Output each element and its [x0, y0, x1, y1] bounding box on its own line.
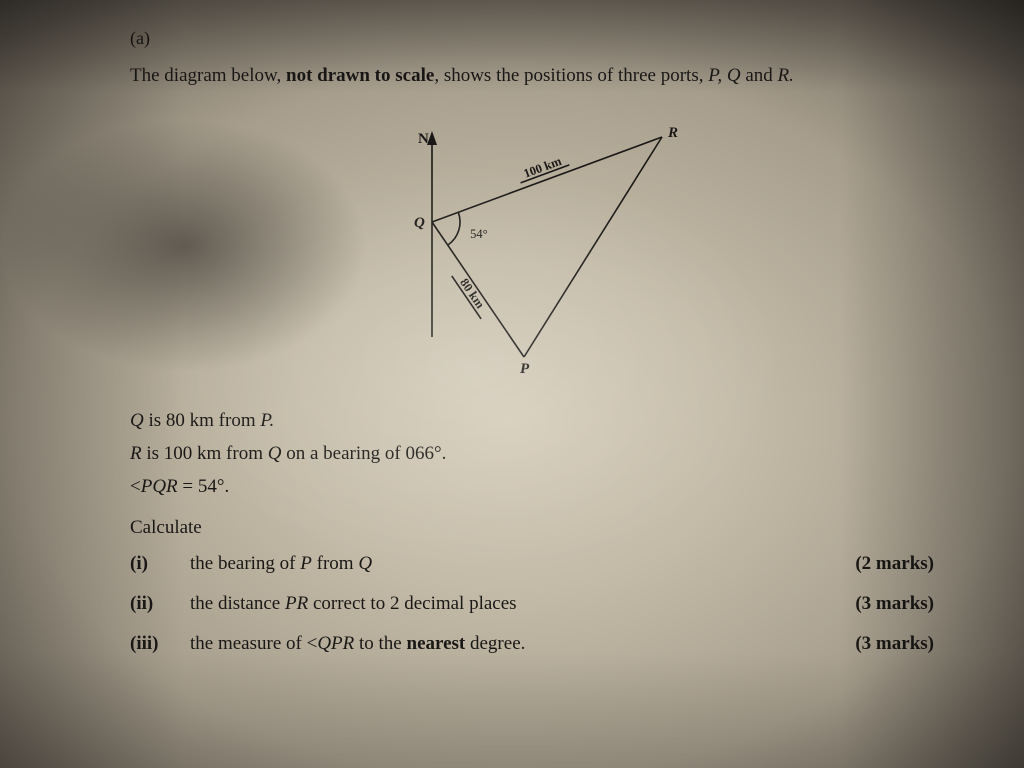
q1-mid: correct to 2 decimal places [308, 593, 516, 614]
intro-post: , shows the positions of three ports, [434, 65, 708, 86]
g1-q: Q [130, 410, 144, 431]
q2-pre: the measure of < [190, 633, 317, 654]
q1-v1: PR [285, 593, 308, 614]
calculate-label: Calculate [130, 517, 934, 539]
q-num-ii: (ii) [130, 593, 190, 615]
q-text-iii: the measure of <QPR to the nearest degre… [190, 633, 855, 655]
q0-mid: from [312, 553, 358, 574]
intro-text: The diagram below, not drawn to scale, s… [130, 63, 934, 89]
q-text-ii: the distance PR correct to 2 decimal pla… [190, 593, 855, 615]
q1-pre: the distance [190, 593, 285, 614]
g3-eq: = 54°. [178, 476, 230, 497]
label-n: N [418, 131, 429, 147]
q2-mid: to the [354, 633, 406, 654]
label-angle-54: 54° [470, 227, 488, 241]
q0-v2: Q [358, 553, 372, 574]
g1-mid: is 80 km from [144, 410, 261, 431]
question-iii: (iii) the measure of <QPR to the nearest… [130, 633, 934, 655]
side-qr [432, 137, 662, 222]
label-q: Q [414, 215, 425, 231]
label-p: P [520, 361, 530, 377]
g3-lt: < [130, 476, 141, 497]
g1-p: P. [260, 410, 274, 431]
given-line-1: Q is 80 km from P. [130, 405, 934, 436]
q-marks-i: (2 marks) [855, 553, 934, 575]
intro-lastvar: R. [778, 65, 794, 86]
given-line-2: R is 100 km from Q on a bearing of 066°. [130, 438, 934, 469]
label-100km: 100 km [522, 153, 564, 180]
question-ii: (ii) the distance PR correct to 2 decima… [130, 593, 934, 615]
g3-pqr: PQR [141, 476, 178, 497]
intro-and: and [741, 65, 778, 86]
given-line-3: <PQR = 54°. [130, 471, 934, 502]
q0-pre: the bearing of [190, 553, 300, 574]
q2-post: degree. [465, 633, 525, 654]
intro-vars: P, Q [708, 65, 740, 86]
question-list: (i) the bearing of P from Q (2 marks) (i… [130, 553, 934, 655]
triangle-diagram: N R Q P 100 km 80 km 54° [332, 107, 732, 377]
q2-bold: nearest [407, 633, 466, 654]
q-num-i: (i) [130, 553, 190, 575]
diagram-container: N R Q P 100 km 80 km 54° [130, 107, 934, 387]
part-label: (a) [130, 28, 934, 49]
g2-q: Q [268, 443, 282, 464]
g2-mid2: on a bearing of 066°. [281, 443, 446, 464]
intro-pre: The diagram below, [130, 65, 286, 86]
q-num-iii: (iii) [130, 633, 190, 655]
q-marks-ii: (3 marks) [855, 593, 934, 615]
q2-v1: QPR [317, 633, 354, 654]
intro-bold: not drawn to scale [286, 65, 434, 86]
q-text-i: the bearing of P from Q [190, 553, 855, 575]
g2-r: R [130, 443, 142, 464]
label-r: R [667, 125, 678, 141]
angle-arc-q [448, 212, 460, 245]
q0-v1: P [300, 553, 312, 574]
question-i: (i) the bearing of P from Q (2 marks) [130, 553, 934, 575]
g2-mid1: is 100 km from [142, 443, 268, 464]
exam-page: (a) The diagram below, not drawn to scal… [0, 0, 1024, 768]
q-marks-iii: (3 marks) [855, 633, 934, 655]
given-info: Q is 80 km from P. R is 100 km from Q on… [130, 405, 934, 503]
